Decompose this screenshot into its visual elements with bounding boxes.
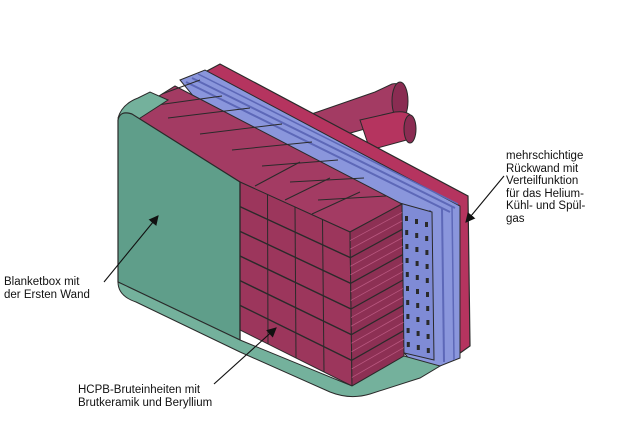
breeder-plate-layers bbox=[349, 212, 405, 378]
breeder-row-seam bbox=[239, 206, 351, 259]
distribution-hole bbox=[415, 261, 419, 266]
arrow-blanket-box bbox=[103, 215, 159, 283]
distribution-hole bbox=[425, 278, 429, 283]
label-blanket-box-line: der Ersten Wand bbox=[4, 288, 90, 301]
breeder-plate-line bbox=[350, 262, 403, 293]
distribution-holes bbox=[405, 216, 430, 353]
distribution-hole bbox=[415, 247, 419, 252]
breeder-plate-line bbox=[350, 220, 403, 250]
distribution-hole bbox=[415, 275, 419, 280]
distribution-hole bbox=[425, 264, 429, 269]
distribution-hole bbox=[426, 306, 430, 311]
distribution-hole bbox=[415, 219, 418, 224]
breeder-plate-line bbox=[351, 347, 405, 378]
label-back-wall-line: Verteilfunktion bbox=[506, 175, 579, 187]
distribution-hole bbox=[416, 289, 419, 294]
breeder-row-seam bbox=[239, 304, 352, 361]
label-back-wall-line: für das Helium- bbox=[506, 187, 584, 200]
breeder-row-seam bbox=[239, 280, 352, 336]
label-blanket-box-line: Blanketbox mit bbox=[4, 276, 80, 288]
breeder-plate-line bbox=[351, 296, 404, 327]
distribution-hole bbox=[425, 236, 429, 241]
distribution-hole bbox=[425, 250, 429, 255]
label-back-wall-line: mehrschichtige bbox=[506, 150, 584, 162]
distribution-hole bbox=[405, 230, 409, 235]
breeder-plate-line bbox=[350, 271, 404, 301]
distribution-hole bbox=[426, 320, 430, 325]
breeder-plate-line bbox=[349, 212, 403, 241]
distribution-hole bbox=[416, 303, 420, 308]
distribution-hole bbox=[405, 244, 409, 249]
breeder-plate-line bbox=[351, 330, 404, 361]
breeder-plate-line bbox=[351, 304, 404, 336]
arrow-breeding-units bbox=[213, 327, 277, 385]
breeder-plate-line bbox=[350, 288, 404, 318]
breeder-units-grid bbox=[239, 194, 352, 373]
label-blanket-box: Blanketbox mit der Ersten Wand bbox=[4, 276, 90, 301]
label-breeding-units: HCPB-Bruteinheiten mit Brutkeramik und B… bbox=[78, 384, 212, 409]
breeder-row-seam bbox=[239, 230, 351, 284]
breeder-plate-line bbox=[350, 245, 403, 276]
breeder-plate-line bbox=[351, 313, 404, 344]
arrow-back-wall bbox=[465, 175, 505, 223]
distribution-hole bbox=[405, 258, 409, 263]
label-back-wall-line: Rückwand mit bbox=[506, 162, 579, 175]
distribution-hole bbox=[416, 331, 420, 336]
distribution-hole bbox=[425, 222, 428, 227]
label-back-wall: mehrschichtige Rückwand mit Verteilfunkt… bbox=[506, 150, 585, 225]
breeder-plate-line bbox=[350, 279, 404, 310]
distribution-hole bbox=[416, 345, 420, 350]
distribution-hole bbox=[406, 328, 410, 333]
distribution-hole bbox=[415, 233, 419, 238]
distribution-hole bbox=[426, 334, 430, 339]
breeder-plate-line bbox=[351, 338, 404, 370]
first-wall-bottom bbox=[117, 281, 442, 398]
breeder-plate-line bbox=[350, 228, 403, 259]
label-back-wall-line: Kühl- und Spül- bbox=[506, 200, 586, 212]
breeder-plate-line bbox=[350, 254, 403, 284]
label-back-wall-line: gas bbox=[506, 212, 525, 225]
breeder-plate-line bbox=[351, 321, 404, 353]
distribution-hole bbox=[405, 272, 409, 277]
breeder-row-seam bbox=[239, 255, 352, 310]
breeder-top-seams bbox=[149, 79, 387, 215]
distribution-hole bbox=[406, 300, 410, 305]
breeder-plate-line bbox=[350, 237, 403, 267]
label-breeding-units-line: HCPB-Bruteinheiten mit bbox=[78, 384, 201, 396]
label-breeding-units-line: Brutkeramik und Beryllium bbox=[78, 396, 213, 409]
distribution-hole bbox=[426, 292, 429, 297]
distribution-hole bbox=[406, 286, 409, 291]
distribution-hole bbox=[416, 317, 420, 322]
distribution-hole bbox=[426, 348, 430, 353]
distribution-hole bbox=[406, 314, 410, 319]
distribution-hole bbox=[405, 216, 408, 221]
distribution-hole bbox=[406, 342, 410, 347]
